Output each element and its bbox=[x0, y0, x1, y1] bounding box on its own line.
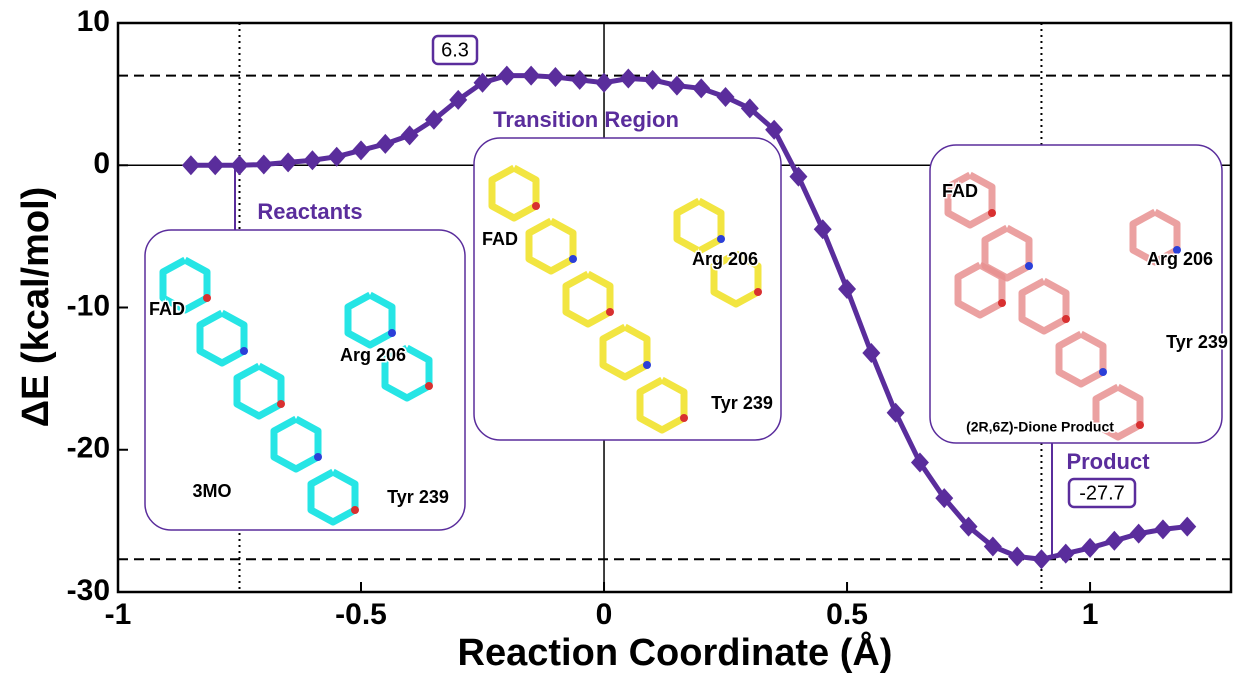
atom bbox=[1099, 368, 1107, 376]
value-label: 6.3 bbox=[441, 39, 469, 61]
atom bbox=[425, 382, 433, 390]
marker bbox=[814, 219, 832, 239]
inset-title: Product bbox=[1066, 449, 1150, 474]
inset-title: Reactants bbox=[257, 199, 362, 224]
marker bbox=[303, 150, 321, 170]
molecule-label: 3MO bbox=[192, 481, 231, 501]
chart: Reaction Coordinate (Å) ΔE (kcal/mol) -1… bbox=[0, 0, 1233, 677]
atom bbox=[1136, 421, 1144, 429]
molecule-label: FAD bbox=[482, 229, 518, 249]
marker bbox=[1057, 544, 1075, 564]
marker bbox=[352, 140, 370, 160]
marker bbox=[1032, 549, 1050, 569]
x-tick-label: 0.5 bbox=[826, 598, 868, 631]
molecule-label: Arg 206 bbox=[692, 249, 758, 269]
marker bbox=[376, 134, 394, 154]
marker bbox=[1008, 546, 1026, 566]
marker bbox=[595, 73, 613, 93]
atom bbox=[532, 202, 540, 210]
x-tick-label: 0 bbox=[596, 598, 613, 631]
marker bbox=[1081, 538, 1099, 558]
y-tick-label: 10 bbox=[77, 5, 110, 38]
molecule-label: Arg 206 bbox=[1147, 249, 1213, 269]
atom bbox=[680, 414, 688, 422]
y-tick-label: -30 bbox=[67, 574, 110, 607]
atom bbox=[606, 308, 614, 316]
marker bbox=[692, 78, 710, 98]
y-tick-label: 0 bbox=[93, 147, 110, 180]
molecule-label: (2R,6Z)-Dione Product bbox=[966, 419, 1114, 435]
marker bbox=[255, 155, 273, 175]
marker bbox=[1130, 524, 1148, 544]
marker bbox=[619, 68, 637, 88]
marker bbox=[328, 147, 346, 167]
molecule-label: Tyr 239 bbox=[711, 393, 773, 413]
molecule-label: FAD bbox=[942, 181, 978, 201]
atom bbox=[1025, 262, 1033, 270]
marker bbox=[887, 403, 905, 423]
atom bbox=[1062, 315, 1070, 323]
x-tick-label: -0.5 bbox=[335, 598, 387, 631]
marker bbox=[571, 70, 589, 90]
molecule-label: FAD bbox=[149, 299, 185, 319]
marker bbox=[838, 279, 856, 299]
marker bbox=[279, 152, 297, 172]
marker bbox=[1178, 517, 1196, 537]
y-tick-label: -10 bbox=[67, 289, 110, 322]
marker bbox=[644, 70, 662, 90]
atom bbox=[988, 209, 996, 217]
y-tick-label: -20 bbox=[67, 432, 110, 465]
atom bbox=[569, 255, 577, 263]
atom bbox=[240, 347, 248, 355]
atom bbox=[388, 329, 396, 337]
atom bbox=[998, 299, 1006, 307]
molecule-label: Tyr 239 bbox=[1166, 332, 1228, 352]
x-tick-label: 1 bbox=[1082, 598, 1099, 631]
marker bbox=[668, 76, 686, 96]
atom bbox=[717, 235, 725, 243]
marker bbox=[1105, 531, 1123, 551]
y-axis-label: ΔE (kcal/mol) bbox=[15, 187, 57, 428]
inset-title: Transition Region bbox=[493, 107, 679, 132]
marker bbox=[717, 87, 735, 107]
molecule-label: Tyr 239 bbox=[387, 487, 449, 507]
x-axis-label: Reaction Coordinate (Å) bbox=[458, 630, 893, 674]
marker bbox=[182, 155, 200, 175]
atom bbox=[351, 506, 359, 514]
marker bbox=[1154, 519, 1172, 539]
marker bbox=[862, 343, 880, 363]
marker bbox=[546, 67, 564, 87]
atom bbox=[754, 288, 762, 296]
atom bbox=[643, 361, 651, 369]
atom bbox=[277, 400, 285, 408]
molecule-label: Arg 206 bbox=[340, 345, 406, 365]
atom bbox=[203, 294, 211, 302]
value-label: -27.7 bbox=[1079, 482, 1125, 504]
marker bbox=[231, 155, 249, 175]
marker bbox=[206, 155, 224, 175]
marker bbox=[498, 66, 516, 86]
atom bbox=[314, 453, 322, 461]
marker bbox=[522, 66, 540, 86]
